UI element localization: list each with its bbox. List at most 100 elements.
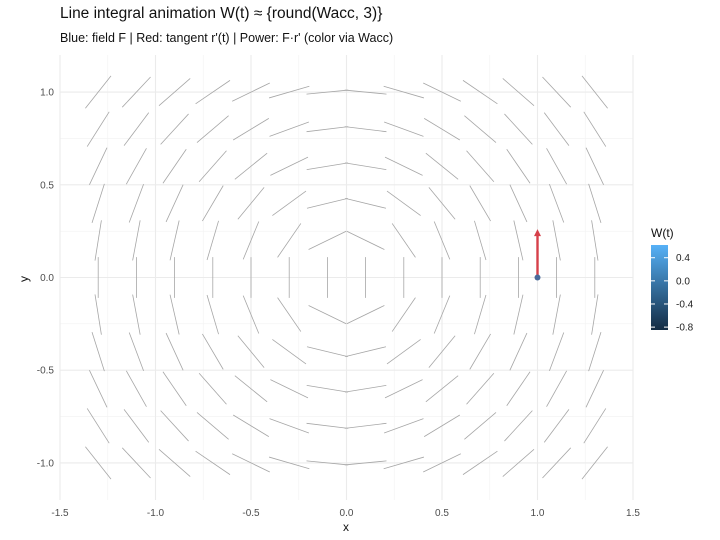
field-segment <box>269 121 310 137</box>
curve-point-marker <box>534 274 541 281</box>
field-segment <box>344 89 387 95</box>
field-segment <box>345 197 387 209</box>
field-segment <box>513 294 524 335</box>
field-segment <box>162 371 187 406</box>
field-segment <box>391 223 416 258</box>
field-segment <box>306 385 349 393</box>
field-segment <box>383 121 424 137</box>
field-segment <box>232 453 270 473</box>
x-tick-label: 1.5 <box>626 508 640 519</box>
x-tick-label: -1.0 <box>147 508 165 519</box>
field-segment <box>542 76 572 108</box>
field-segment <box>162 149 187 184</box>
field-segment <box>552 294 561 335</box>
field-segment <box>513 220 524 261</box>
legend-colorbar <box>651 245 668 330</box>
field-segment <box>306 197 348 209</box>
y-axis-ticks: -1.0 -0.5 0.0 0.5 1.0 <box>37 88 55 470</box>
field-segment <box>89 147 108 185</box>
field-segment <box>546 370 568 407</box>
field-segment <box>462 80 498 105</box>
field-segment <box>206 220 219 261</box>
field-segment <box>344 126 387 133</box>
field-segment <box>94 220 102 261</box>
field-segment <box>128 332 144 371</box>
field-segment <box>423 453 461 473</box>
legend-tick-label: -0.4 <box>676 299 694 310</box>
field-segment <box>344 385 387 393</box>
legend-tick-label: -0.8 <box>676 323 694 334</box>
field-segment <box>306 346 348 358</box>
field-segment <box>308 230 347 250</box>
field-segment <box>474 294 487 335</box>
field-segment <box>588 183 602 223</box>
field-segment <box>433 221 451 260</box>
field-segment <box>198 150 227 183</box>
field-segment <box>383 418 424 434</box>
chart-title: Line integral animation W(t) ≈ {round(Wa… <box>60 5 382 22</box>
tangent-arrowhead <box>534 229 541 237</box>
vector-field <box>85 75 608 480</box>
field-segment <box>169 220 180 261</box>
field-segment <box>268 456 310 470</box>
field-segment <box>277 297 302 332</box>
field-segment <box>232 414 270 437</box>
y-tick-label: -1.0 <box>37 458 55 469</box>
field-segment <box>234 152 268 180</box>
tangent-arrow <box>534 229 541 278</box>
field-segment <box>202 333 224 370</box>
legend-tick-label: 0.0 <box>676 276 690 287</box>
field-segment <box>121 76 151 108</box>
field-segment <box>306 422 349 429</box>
field-segment <box>308 305 347 325</box>
field-segment <box>464 412 497 440</box>
field-segment <box>306 89 349 95</box>
field-segment <box>198 372 227 405</box>
field-segment <box>386 190 421 216</box>
y-tick-label: -0.5 <box>37 366 55 377</box>
legend-tick-label: 0.4 <box>676 253 690 264</box>
field-segment <box>85 75 112 109</box>
y-tick-label: 1.0 <box>40 88 54 99</box>
field-segment <box>344 460 387 466</box>
field-segment <box>506 371 531 406</box>
field-segment <box>306 460 349 466</box>
field-segment <box>344 162 387 170</box>
field-segment <box>543 112 570 146</box>
field-segment <box>91 183 105 223</box>
field-segment <box>86 408 110 444</box>
field-segment <box>383 456 425 470</box>
field-segment <box>433 295 451 334</box>
field-segment <box>132 294 141 335</box>
field-segment <box>232 118 270 141</box>
field-segment <box>94 294 102 335</box>
chart-subtitle: Blue: field F | Red: tangent r'(t) | Pow… <box>60 31 393 45</box>
field-segment <box>423 118 461 141</box>
field-segment <box>346 305 385 325</box>
field-segment <box>581 446 608 480</box>
field-segment <box>165 184 184 223</box>
field-segment <box>128 184 144 223</box>
field-segment <box>506 149 531 184</box>
field-segment <box>502 78 535 107</box>
field-segment <box>474 220 487 261</box>
field-segment <box>195 80 231 105</box>
field-segment <box>270 156 309 176</box>
x-tick-label: 1.0 <box>531 508 545 519</box>
field-segment <box>423 82 461 102</box>
field-segment <box>345 346 387 358</box>
field-segment <box>196 412 229 440</box>
legend-title: W(t) <box>651 226 674 240</box>
field-segment <box>242 295 260 334</box>
field-segment <box>160 113 189 145</box>
field-segment <box>125 370 147 407</box>
field-segment <box>242 221 260 260</box>
field-segment <box>549 184 565 223</box>
field-segment <box>344 422 387 429</box>
field-segment <box>270 379 309 399</box>
field-segment <box>85 446 112 480</box>
field-segment <box>391 297 416 332</box>
field-segment <box>196 115 229 143</box>
field-segment <box>504 113 533 145</box>
x-axis-label: x <box>343 520 349 534</box>
